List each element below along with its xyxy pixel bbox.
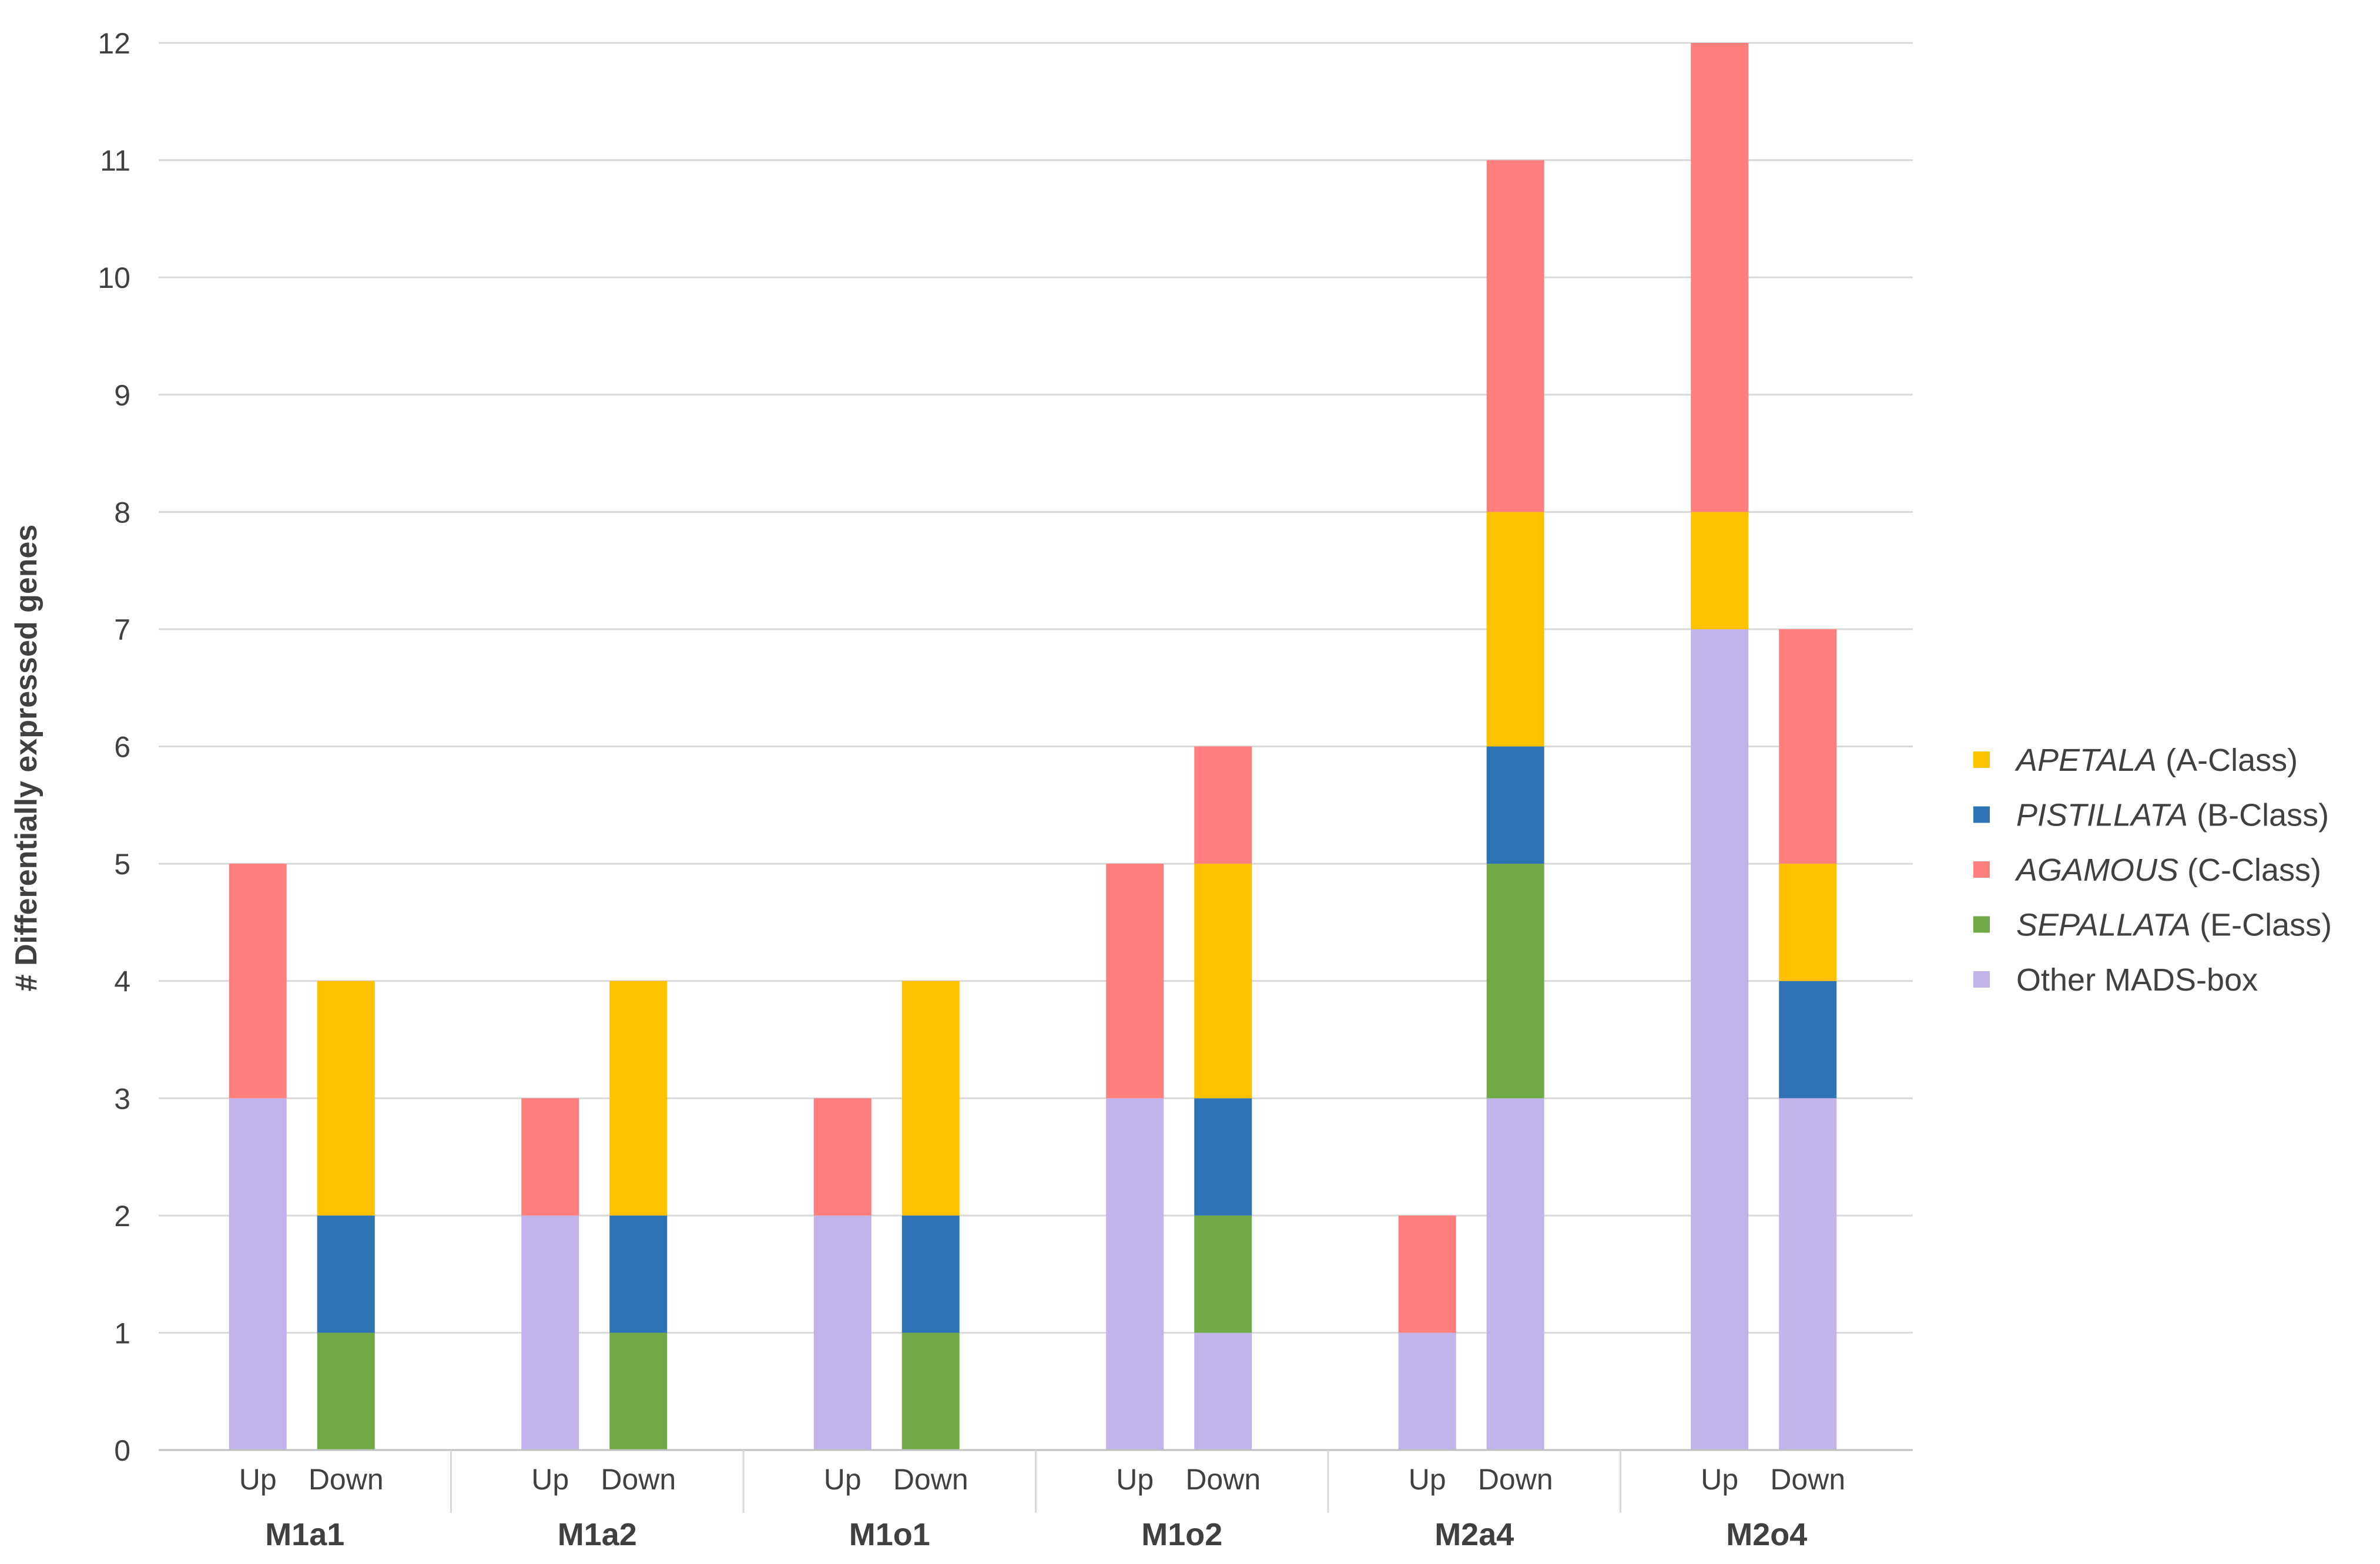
- y-tick-label: 4: [114, 965, 130, 998]
- legend-label: AGAMOUS (C-Class): [2014, 853, 2321, 888]
- legend-swatch: [1973, 971, 1990, 988]
- bar-segment: [1691, 629, 1749, 1450]
- bar-segment: [1106, 1098, 1164, 1450]
- x-subcategory-label: Up: [824, 1463, 862, 1496]
- x-group-label: M1o2: [1141, 1517, 1222, 1552]
- bar-segment: [1194, 1098, 1252, 1216]
- bar-segment: [901, 1215, 960, 1333]
- bar-segment: [1486, 512, 1544, 747]
- y-tick-label: 11: [100, 145, 130, 177]
- legend-label: PISTILLATA (B-Class): [2016, 798, 2329, 833]
- bar-segment: [813, 1098, 871, 1216]
- y-tick-label: 9: [114, 379, 130, 412]
- bar-segment: [1398, 1333, 1456, 1450]
- x-subcategory-label: Up: [1701, 1463, 1738, 1496]
- bar-segment: [609, 1215, 668, 1333]
- bar-segment: [1779, 981, 1837, 1099]
- y-tick-label: 7: [114, 613, 130, 646]
- x-subcategory-label: Up: [531, 1463, 569, 1496]
- bar-segment: [1486, 746, 1544, 864]
- bar-segment: [1194, 1215, 1252, 1333]
- bar-segment: [1486, 1098, 1544, 1450]
- bar-segment: [901, 981, 960, 1216]
- legend-swatch: [1973, 806, 1990, 823]
- x-group-label: M1o1: [849, 1517, 930, 1552]
- bar-segment: [317, 1333, 375, 1450]
- gridlines: [159, 42, 1913, 1334]
- y-tick-label: 5: [114, 848, 130, 881]
- x-subcategory-label: Up: [239, 1463, 277, 1496]
- y-tick-label: 8: [114, 496, 130, 529]
- x-subcategory-label: Down: [309, 1463, 384, 1496]
- y-tick-label: 1: [114, 1317, 130, 1350]
- bar-segment: [229, 1098, 287, 1450]
- y-tick-label: 0: [114, 1434, 130, 1467]
- y-tick-label: 2: [114, 1200, 130, 1233]
- bar-segment: [521, 1098, 579, 1216]
- bar-segment: [521, 1215, 579, 1450]
- y-tick-label: 6: [114, 731, 130, 764]
- x-subcategory-label: Up: [1116, 1463, 1154, 1496]
- bar-segment: [1779, 864, 1837, 981]
- bar-segment: [1194, 864, 1252, 1099]
- x-group-label: M2o4: [1726, 1517, 1807, 1552]
- bar-segment: [1779, 1098, 1837, 1450]
- bar-segment: [609, 981, 668, 1216]
- bar-segment: [1194, 1333, 1252, 1450]
- bar-segment: [1486, 864, 1544, 1099]
- bar-segment: [1106, 864, 1164, 1099]
- legend-label: Other MADS-box: [2016, 962, 2258, 998]
- legend-swatch: [1973, 861, 1990, 878]
- bar-segment: [1194, 746, 1252, 864]
- x-subcategory-label: Up: [1409, 1463, 1446, 1496]
- bar-segment: [1486, 160, 1544, 512]
- bar-segment: [317, 1215, 375, 1333]
- bar-segment: [901, 1333, 960, 1450]
- y-tick-label: 12: [98, 27, 130, 60]
- x-subcategory-label: Down: [1478, 1463, 1553, 1496]
- bar-segment: [609, 1333, 668, 1450]
- x-group-label: M2a4: [1434, 1517, 1514, 1552]
- bar-segment: [813, 1215, 871, 1450]
- legend-swatch: [1973, 751, 1990, 768]
- x-subcategory-label: Down: [601, 1463, 676, 1496]
- y-tick-label: 10: [98, 261, 130, 294]
- bar-segment: [229, 864, 287, 1099]
- legend-label: APETALA (A-Class): [2014, 743, 2298, 778]
- legend-label: SEPALLATA (E-Class): [2016, 908, 2332, 943]
- x-subcategory-label: Down: [1185, 1463, 1261, 1496]
- bar-segment: [1398, 1215, 1456, 1333]
- y-axis-title: # Differentially expressed genes: [9, 525, 43, 992]
- bar-segment: [317, 981, 375, 1216]
- legend-swatch: [1973, 916, 1990, 933]
- x-group-label: M1a1: [265, 1517, 344, 1552]
- bars: [229, 43, 1837, 1450]
- bar-segment: [1691, 512, 1749, 629]
- bar-segment: [1691, 43, 1749, 512]
- x-subcategory-label: Down: [1770, 1463, 1845, 1496]
- bar-segment: [1779, 629, 1837, 864]
- legend: APETALA (A-Class) PISTILLATA (B-Class) AGA…: [1973, 743, 2332, 998]
- x-subcategory-label: Down: [893, 1463, 968, 1496]
- y-tick-label: 3: [114, 1082, 130, 1115]
- x-group-label: M1a2: [558, 1517, 637, 1552]
